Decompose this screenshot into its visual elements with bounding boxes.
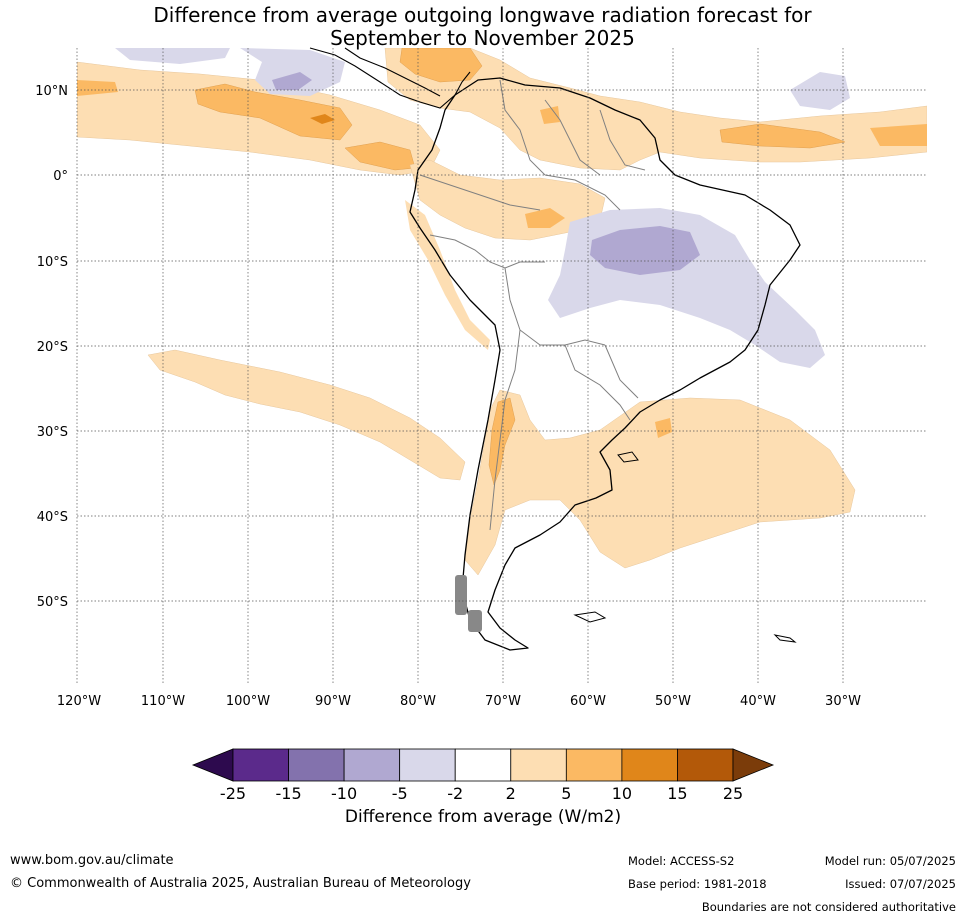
lon-label-110w: 110°W bbox=[141, 694, 185, 709]
chile-archipelago bbox=[455, 575, 482, 632]
footer-issued: Issued: 07/07/2025 bbox=[845, 877, 956, 891]
anomaly-warm-guiana bbox=[540, 106, 560, 124]
colorbar-cell bbox=[399, 748, 456, 782]
lon-label-40w: 40°W bbox=[740, 694, 776, 709]
coastline-south-america bbox=[409, 77, 801, 651]
lon-label-50w: 50°W bbox=[655, 694, 691, 709]
colorbar-cell bbox=[288, 748, 345, 782]
anomaly-cool-north-a bbox=[115, 48, 230, 64]
lon-label-90w: 90°W bbox=[315, 694, 351, 709]
lat-label-10s: 10°S bbox=[37, 255, 68, 270]
colorbar-tick-label: 2 bbox=[506, 784, 516, 803]
title-line-1: Difference from average outgoing longwav… bbox=[153, 3, 812, 27]
lon-label-100w: 100°W bbox=[226, 694, 270, 709]
anomaly-fields bbox=[77, 48, 927, 576]
colorbar-cell bbox=[565, 748, 623, 782]
footer-url[interactable]: www.bom.gov.au/climate bbox=[10, 853, 174, 868]
anomaly-warm-south-pacific bbox=[147, 349, 466, 481]
lon-label-80w: 80°W bbox=[400, 694, 436, 709]
colorbar-cell bbox=[621, 748, 678, 782]
anomaly-cool-north-b bbox=[240, 48, 345, 96]
anomaly-cool-brazil-core bbox=[590, 226, 700, 275]
lon-label-30w: 30°W bbox=[825, 694, 861, 709]
colorbar-tick-label: 15 bbox=[667, 784, 687, 803]
colorbar-cell bbox=[343, 748, 401, 782]
anomaly-patch-west-edge bbox=[77, 80, 118, 96]
colorbar-tick-label: -10 bbox=[331, 784, 357, 803]
country-borders bbox=[419, 79, 646, 531]
anomaly-warm-amazon-strong bbox=[525, 208, 565, 228]
anomaly-warm-uruguay bbox=[655, 418, 672, 438]
colorbar-cell bbox=[232, 748, 289, 782]
colorbar-tick-label: -25 bbox=[220, 784, 246, 803]
anomaly-warm-atlantic-edge bbox=[870, 124, 927, 146]
colorbar-tick-label: 10 bbox=[612, 784, 632, 803]
colorbar-tick-label: -2 bbox=[447, 784, 463, 803]
lat-label-40s: 40°S bbox=[37, 510, 68, 525]
colorbar-tick-label: 5 bbox=[561, 784, 571, 803]
lat-label-10n: 10°N bbox=[35, 84, 68, 99]
colorbar-title: Difference from average (W/m2) bbox=[344, 807, 622, 827]
anomaly-warm-atlantic-strong bbox=[719, 123, 846, 149]
colorbar-cell bbox=[677, 748, 734, 782]
lat-label-20s: 20°S bbox=[37, 340, 68, 355]
anomaly-cool-north-c bbox=[272, 72, 312, 90]
anomaly-warm-andes-south bbox=[488, 397, 516, 486]
lat-label-0: 0° bbox=[53, 169, 68, 184]
anomaly-patch-pacific-5-10a bbox=[194, 83, 353, 141]
graticule bbox=[76, 48, 927, 685]
colorbar-tick-label: -5 bbox=[392, 784, 408, 803]
anomaly-cool-north-d bbox=[790, 72, 850, 110]
lat-label-30s: 30°S bbox=[37, 425, 68, 440]
colorbar-cell bbox=[454, 748, 512, 782]
anomaly-patch-pacific-10-15 bbox=[310, 114, 335, 124]
coastline-central-america bbox=[309, 47, 471, 109]
colorbar-arrow-left bbox=[191, 748, 234, 782]
footer-base-period: Base period: 1981-2018 bbox=[628, 877, 767, 891]
lon-label-60w: 60°W bbox=[570, 694, 606, 709]
colorbar-arrow-right bbox=[732, 748, 775, 782]
map-title: Difference from average outgoing longwav… bbox=[0, 4, 965, 50]
latitude-labels: 10°N 0° 10°S 20°S 30°S 40°S 50°S bbox=[35, 84, 68, 610]
colorbar-cells bbox=[232, 748, 734, 782]
footer-model-run: Model run: 05/07/2025 bbox=[824, 854, 956, 868]
colorbar-tick-labels: -25 -15 -10 -5 -2 2 5 10 15 25 bbox=[220, 784, 743, 803]
lon-label-120w: 120°W bbox=[57, 694, 101, 709]
anomaly-warm-south-atlantic bbox=[464, 389, 856, 576]
lat-label-50s: 50°S bbox=[37, 595, 68, 610]
title-line-2: September to November 2025 bbox=[330, 26, 635, 50]
colorbar-cell bbox=[510, 748, 567, 782]
footer-copyright: © Commonwealth of Australia 2025, Austra… bbox=[10, 876, 471, 891]
longitude-labels: 120°W 110°W 100°W 90°W 80°W 70°W 60°W 50… bbox=[57, 694, 861, 709]
colorbar: -25 -15 -10 -5 -2 2 5 10 15 25 bbox=[191, 748, 775, 803]
lon-label-70w: 70°W bbox=[485, 694, 521, 709]
footer-model: Model: ACCESS-S2 bbox=[628, 854, 735, 868]
footer-disclaimer: Boundaries are not considered authoritat… bbox=[701, 900, 956, 914]
colorbar-tick-label: -15 bbox=[275, 784, 301, 803]
anomaly-warm-caribbean-strong bbox=[399, 48, 483, 83]
colorbar-tick-label: 25 bbox=[723, 784, 743, 803]
